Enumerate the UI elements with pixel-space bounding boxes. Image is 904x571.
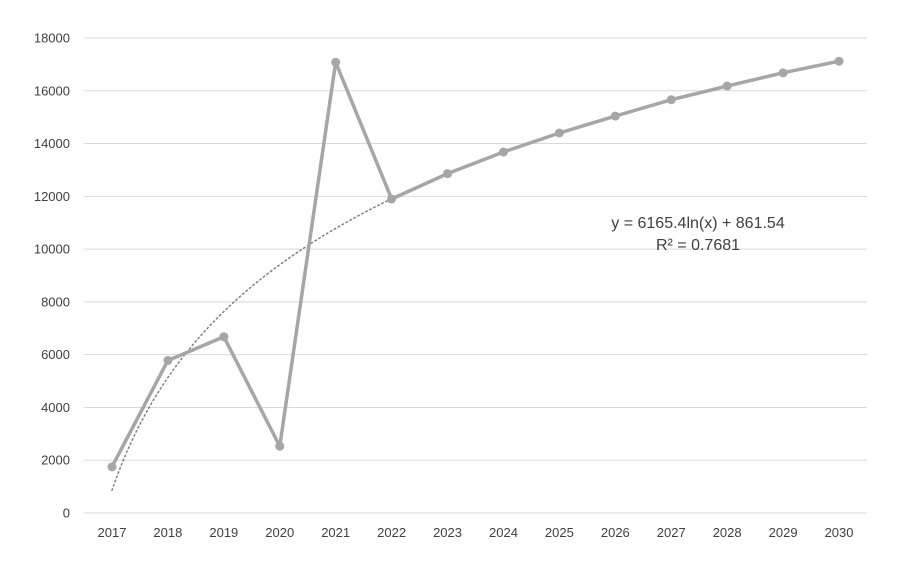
series-line (110, 59, 840, 468)
data-point (666, 95, 676, 105)
x-tick-label: 2025 (545, 525, 574, 540)
data-point (387, 194, 397, 204)
x-tick-label: 2018 (153, 525, 182, 540)
x-tick-label: 2030 (825, 525, 854, 540)
x-tick-label: 2021 (321, 525, 350, 540)
data-point (498, 147, 508, 157)
data-point (554, 128, 564, 138)
x-tick-label: 2026 (601, 525, 630, 540)
data-point (219, 332, 229, 342)
trendline-r-squared: R² = 0.7681 (656, 237, 740, 254)
y-tick-label: 2000 (41, 453, 70, 468)
data-point (722, 81, 732, 91)
y-tick-label: 10000 (34, 242, 70, 257)
trendline-label-group: y = 6165.4ln(x) + 861.54 R² = 0.7681 (611, 215, 785, 254)
y-tick-label: 8000 (41, 294, 70, 309)
y-tick-label: 14000 (34, 136, 70, 151)
data-point (778, 68, 788, 78)
data-point (610, 111, 620, 121)
trendline-group (111, 60, 840, 492)
y-tick-label: 18000 (34, 31, 70, 46)
trendline (111, 60, 840, 492)
x-tick-label: 2022 (377, 525, 406, 540)
x-tick-label: 2020 (265, 525, 294, 540)
y-tick-label: 0 (63, 506, 70, 521)
data-point (443, 169, 453, 179)
y-tick-label: 4000 (41, 400, 70, 415)
y-tick-label: 12000 (34, 189, 70, 204)
data-point (163, 355, 173, 365)
x-tick-label: 2024 (489, 525, 518, 540)
y-tick-label: 16000 (34, 83, 70, 98)
data-point (331, 57, 341, 67)
data-point (834, 56, 844, 66)
y-tick-label: 6000 (41, 347, 70, 362)
x-axis-ticks: 2017 2018 2019 2020 2021 2022 2023 2024 2025 2026… (98, 525, 854, 540)
y-axis-ticks: 0 2000 4000 6000 8000 10000 12000 14000 16000 180… (34, 31, 70, 521)
x-tick-label: 2028 (713, 525, 742, 540)
data-point (275, 441, 285, 451)
trendline-equation: y = 6165.4ln(x) + 861.54 (611, 215, 785, 232)
x-tick-label: 2019 (209, 525, 238, 540)
x-tick-label: 2027 (657, 525, 686, 540)
gridlines (84, 37, 867, 514)
x-tick-label: 2029 (769, 525, 798, 540)
x-tick-label: 2023 (433, 525, 462, 540)
series-group (107, 56, 844, 472)
data-point (107, 462, 117, 472)
x-tick-label: 2017 (98, 525, 127, 540)
